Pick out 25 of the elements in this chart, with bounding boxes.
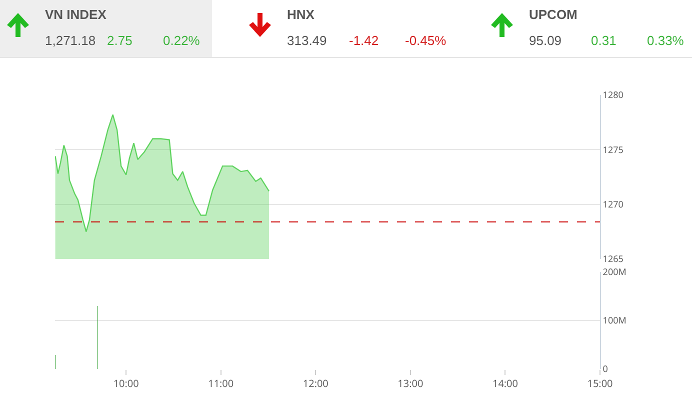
text: 313.49 xyxy=(287,33,327,48)
x-tick-label: 11:00 xyxy=(208,376,234,390)
y-tick-label: 1275 xyxy=(602,142,624,156)
text: UPCOM xyxy=(529,7,578,22)
text: 0.22% xyxy=(163,33,200,48)
y-tick-label: 1280 xyxy=(602,88,624,102)
y-tick-label: 0 xyxy=(602,362,608,376)
y-tick-label: 1270 xyxy=(602,197,624,210)
x-tick-label: 10:00 xyxy=(113,376,140,390)
y-tick-label: 1265 xyxy=(602,252,624,266)
text: 95.09 xyxy=(529,33,562,48)
text: HNX xyxy=(287,7,314,22)
x-tick-label: 15:00 xyxy=(587,376,614,390)
x-tick-label: 12:00 xyxy=(302,376,329,390)
text: 0.31 xyxy=(591,33,616,48)
text: 1,271.18 xyxy=(45,33,96,48)
text: -0.45% xyxy=(405,33,446,48)
text: 2.75 xyxy=(107,33,132,48)
text: 0.33% xyxy=(647,33,684,48)
y-tick-label: 100M xyxy=(602,314,626,327)
x-tick-label: 14:00 xyxy=(492,376,518,390)
x-tick-label: 13:00 xyxy=(398,376,424,390)
text: VN INDEX xyxy=(45,7,106,22)
text: -1.42 xyxy=(349,33,379,48)
y-tick-label: 200M xyxy=(602,265,626,278)
